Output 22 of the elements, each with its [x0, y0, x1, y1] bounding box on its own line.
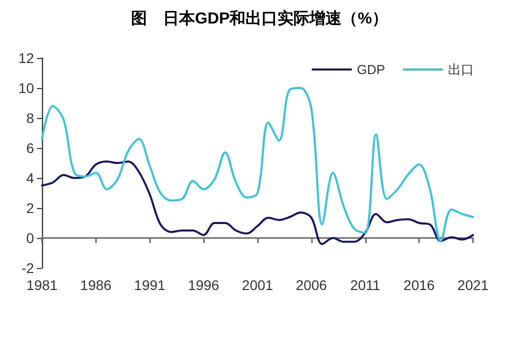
y-tick-label: 0 [26, 230, 34, 246]
y-tick-label: 10 [18, 80, 34, 96]
y-tick-label: 12 [18, 50, 34, 66]
x-tick-label: 2001 [242, 277, 274, 293]
line-series [41, 87, 474, 242]
chart-title: 图 日本GDP和出口实际增速（%） [131, 10, 388, 28]
x-tick-label: 1991 [134, 277, 166, 293]
y-tick-label: 4 [26, 170, 34, 186]
y-tick-label: 2 [26, 200, 34, 216]
legend-label: 出口 [448, 62, 474, 77]
x-tick-label: 2011 [350, 277, 381, 293]
line-series [41, 160, 474, 245]
y-tick-label: 8 [26, 110, 34, 126]
x-tick-label: 1981 [26, 277, 58, 293]
legend-label: GDP [356, 62, 385, 77]
x-tick-label: 2006 [296, 277, 328, 293]
x-tick-label: 1986 [80, 277, 112, 293]
x-tick-label: 1996 [188, 277, 220, 293]
y-tick-label: 6 [26, 140, 34, 156]
x-tick-label: 2021 [457, 277, 489, 293]
x-tick-label: 2016 [404, 277, 435, 293]
y-tick-label: -2 [22, 260, 34, 276]
